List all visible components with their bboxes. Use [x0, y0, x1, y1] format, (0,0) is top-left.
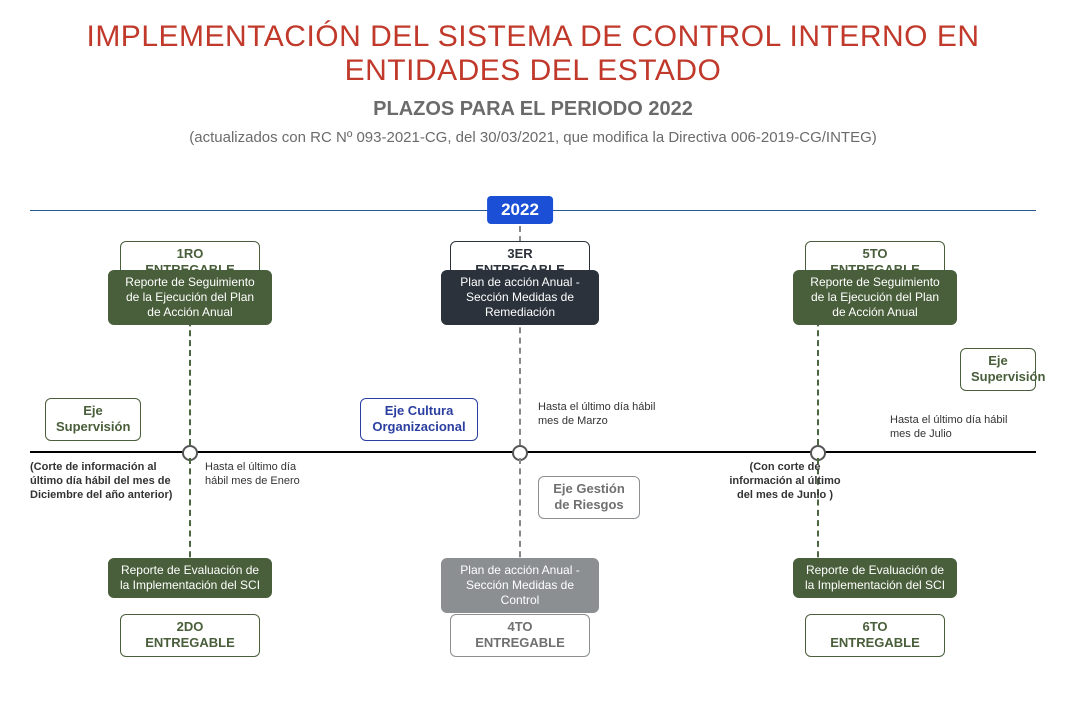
- year-badge: 2022: [487, 196, 553, 224]
- note-corte-diciembre: (Corte de información al último día hábi…: [30, 461, 180, 502]
- entregable-4-label: 4TO ENTREGABLE: [450, 614, 590, 657]
- eje-cultura-organizacional: Eje Cultura Organizacional: [360, 398, 478, 441]
- entregable-4-desc: Plan de acción Anual - Sección Medidas d…: [441, 558, 599, 613]
- eje-supervision-1: Eje Supervisión: [45, 398, 141, 441]
- entregable-6-label: 6TO ENTREGABLE: [805, 614, 945, 657]
- page-subtitle: PLAZOS PARA EL PERIODO 2022: [30, 98, 1036, 121]
- entregable-2-desc: Reporte de Evaluación de la Implementaci…: [108, 558, 272, 598]
- note-corte-junio: (Con corte de información al último del …: [720, 461, 850, 502]
- note-hasta-marzo: Hasta el último día hábil mes de Marzo: [538, 401, 658, 429]
- eje-supervision-2: Eje Supervisión: [960, 348, 1036, 391]
- timeline-diagram: 2022 1RO ENTREGABLE Reporte de Seguimien…: [30, 186, 1036, 686]
- entregable-5-desc: Reporte de Seguimiento de la Ejecución d…: [793, 270, 957, 325]
- page-note: (actualizados con RC Nº 093-2021-CG, del…: [30, 129, 1036, 146]
- eje-gestion-riesgos: Eje Gestión de Riesgos: [538, 476, 640, 519]
- entregable-2-label: 2DO ENTREGABLE: [120, 614, 260, 657]
- timeline-axis: [30, 451, 1036, 453]
- note-hasta-enero: Hasta el último día hábil mes de Enero: [205, 461, 315, 489]
- entregable-1-desc: Reporte de Seguimiento de la Ejecución d…: [108, 270, 272, 325]
- page-title: IMPLEMENTACIÓN DEL SISTEMA DE CONTROL IN…: [30, 20, 1036, 88]
- entregable-3-desc: Plan de acción Anual - Sección Medidas d…: [441, 270, 599, 325]
- entregable-6-desc: Reporte de Evaluación de la Implementaci…: [793, 558, 957, 598]
- note-hasta-julio: Hasta el último día hábil mes de Julio: [890, 414, 1010, 442]
